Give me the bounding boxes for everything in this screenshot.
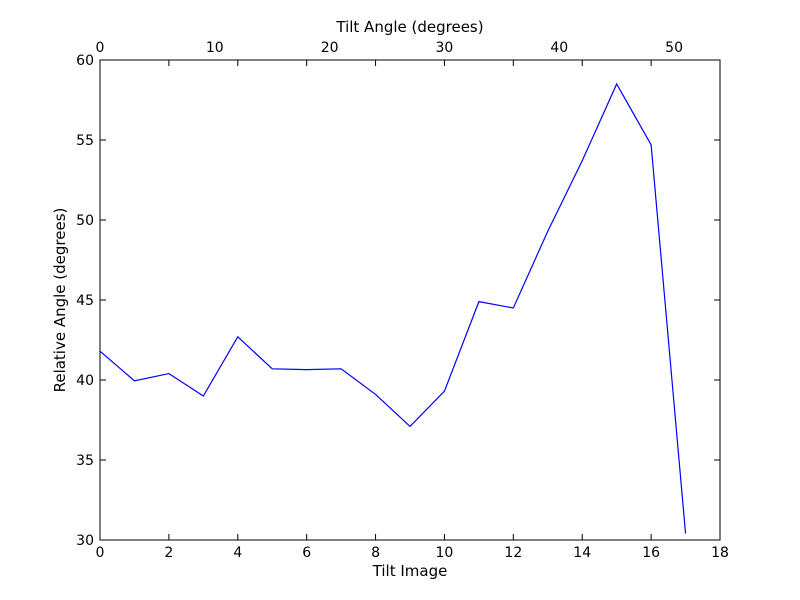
top-x-axis-label: Tilt Angle (degrees) (335, 18, 483, 36)
plot-frame (99, 59, 721, 541)
top-x-tick-label: 10 (206, 40, 224, 56)
y-tick-label: 50 (76, 213, 94, 229)
x-tick-label: 2 (164, 545, 173, 561)
x-tick-label: 10 (436, 545, 454, 561)
x-tick-label: 0 (96, 545, 105, 561)
x-tick-label: 6 (302, 545, 311, 561)
y-tick-label: 40 (76, 373, 94, 389)
x-tick-label: 16 (642, 545, 660, 561)
series-line (99, 82, 687, 534)
y-tick-label: 60 (76, 53, 94, 69)
x-tick-label: 12 (504, 545, 522, 561)
plot-area (100, 60, 720, 540)
x-tick-label: 8 (371, 545, 380, 561)
x-axis-label: Tilt Image (372, 562, 448, 580)
y-tick-label: 35 (76, 453, 94, 469)
x-tick-label: 4 (233, 545, 242, 561)
top-x-tick-label: 40 (550, 40, 568, 56)
y-tick-label: 30 (76, 533, 94, 549)
x-tick-label: 14 (573, 545, 591, 561)
x-tick-label: 18 (711, 545, 729, 561)
tick-marks (99, 59, 721, 541)
top-x-tick-label: 30 (436, 40, 454, 56)
y-axis-label: Relative Angle (degrees) (51, 208, 69, 393)
y-tick-label: 45 (76, 293, 94, 309)
top-x-tick-label: 50 (665, 40, 683, 56)
top-x-tick-label: 0 (96, 40, 105, 56)
top-x-tick-label: 20 (321, 40, 339, 56)
y-tick-label: 55 (76, 133, 94, 149)
